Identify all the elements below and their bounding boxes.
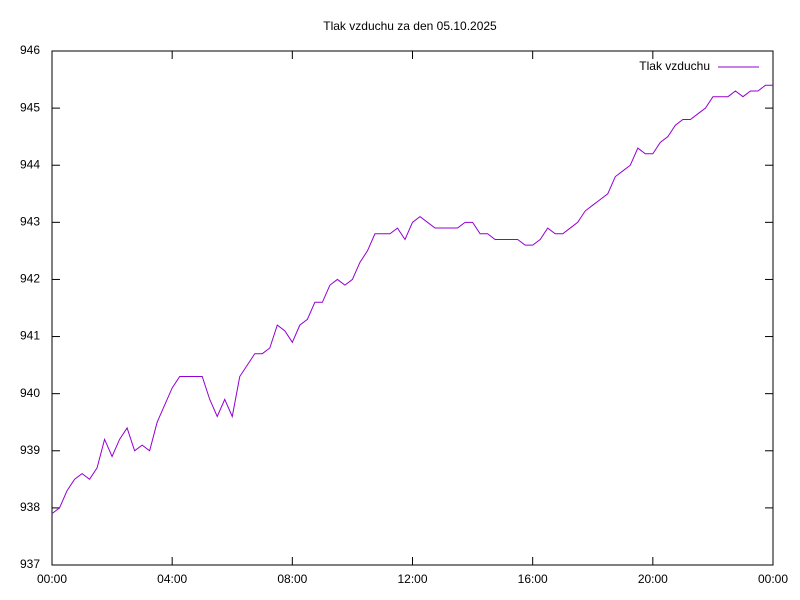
- x-tick-label: 12:00: [397, 572, 427, 586]
- y-tick-label: 943: [20, 215, 40, 229]
- x-tick-label: 16:00: [518, 572, 548, 586]
- y-tick-label: 940: [20, 386, 40, 400]
- x-tick-label: 08:00: [277, 572, 307, 586]
- x-tick-label: 00:00: [758, 572, 788, 586]
- line-series: [51, 84, 773, 514]
- x-tick-label: 00:00: [37, 572, 67, 586]
- legend-label: Tlak vzduchu: [639, 59, 710, 73]
- y-tick-label: 946: [20, 43, 40, 57]
- y-tick-label: 938: [20, 500, 40, 514]
- y-tick-label: 945: [20, 100, 40, 114]
- y-tick-label: 941: [20, 329, 40, 343]
- chart-title: Tlak vzduchu za den 05.10.2025: [323, 19, 497, 33]
- y-tick-label: 942: [20, 272, 40, 286]
- x-tick-label: 20:00: [638, 572, 668, 586]
- x-tick-label: 04:00: [157, 572, 187, 586]
- y-tick-label: 937: [20, 557, 40, 571]
- y-tick-label: 944: [20, 157, 40, 171]
- y-tick-label: 939: [20, 443, 40, 457]
